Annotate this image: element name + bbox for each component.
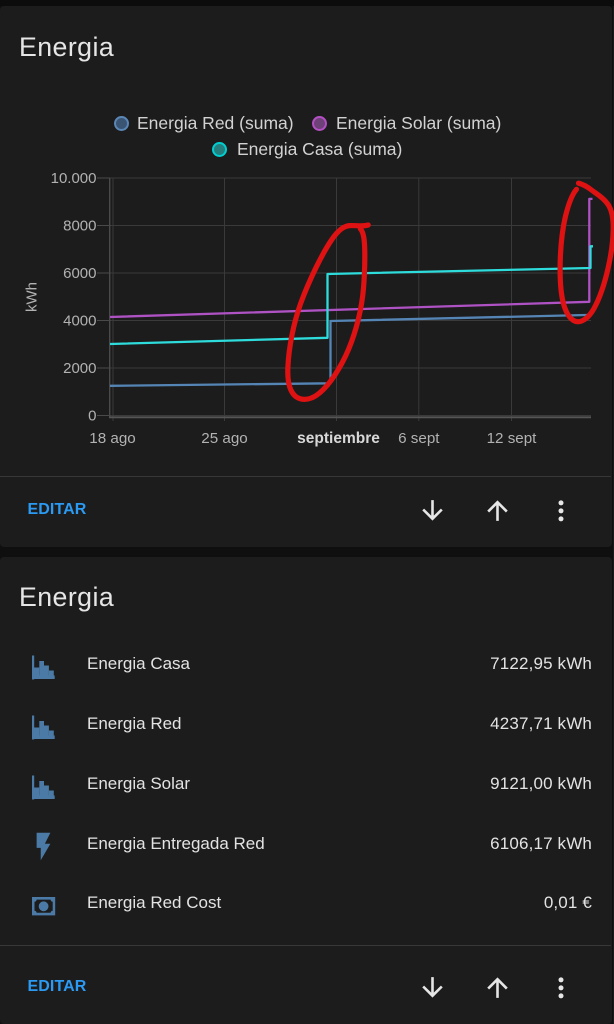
svg-text:0: 0 — [88, 408, 96, 425]
svg-text:25 ago: 25 ago — [201, 430, 247, 447]
svg-text:kWh: kWh — [24, 282, 41, 312]
svg-text:12 sept: 12 sept — [487, 430, 538, 447]
svg-text:6 sept: 6 sept — [398, 430, 440, 447]
svg-text:septiembre: septiembre — [297, 430, 380, 447]
svg-text:10.000: 10.000 — [51, 170, 97, 187]
svg-text:4000: 4000 — [63, 313, 96, 330]
svg-text:6000: 6000 — [63, 265, 96, 282]
svg-text:2000: 2000 — [63, 360, 96, 377]
svg-text:18 ago: 18 ago — [89, 430, 135, 447]
svg-text:8000: 8000 — [63, 218, 96, 235]
